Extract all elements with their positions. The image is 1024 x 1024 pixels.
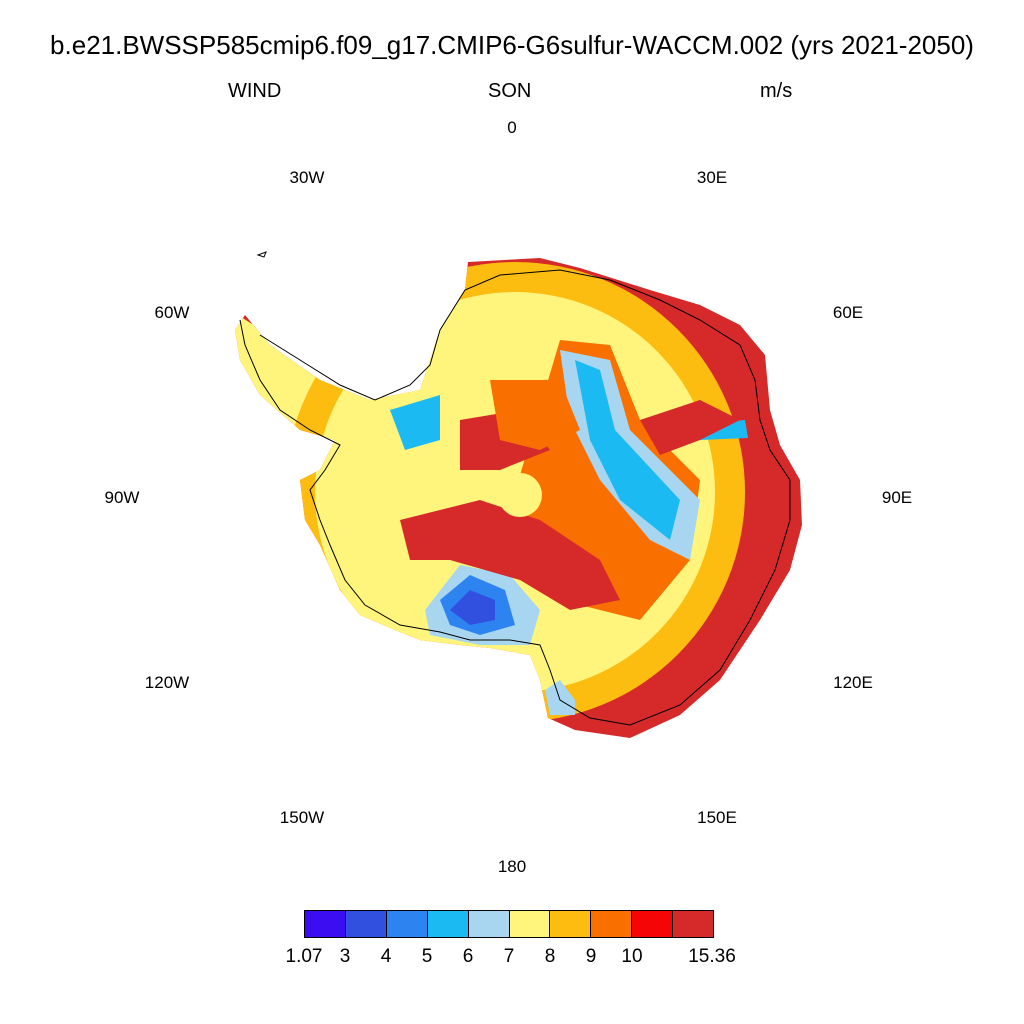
lon-label-180: 180 — [497, 857, 527, 876]
season-label: SON — [488, 80, 532, 102]
colorbar-swatch-9 — [673, 911, 714, 937]
colorbar-swatch-4 — [468, 911, 510, 937]
colorbar-swatch-0 — [305, 911, 346, 937]
wind-field — [235, 258, 802, 738]
lon-label-150w: 150W — [279, 808, 325, 827]
lon-label-0: 0 — [507, 118, 517, 137]
lon-label-90e: 90E — [881, 488, 913, 507]
colorbar-label: 15.36 — [688, 946, 736, 967]
lon-label-120w: 120W — [144, 673, 190, 692]
colorbar-label: 3 — [339, 946, 351, 967]
units-label: m/s — [760, 80, 793, 102]
colorbar-label: 7 — [503, 946, 515, 967]
lon-label-150e: 150E — [697, 808, 737, 827]
colorbar-swatch-8 — [632, 911, 674, 937]
lon-label-30w: 30W — [289, 168, 325, 187]
plot-title: b.e21.BWSSP585cmip6.f09_g17.CMIP6-G6sulf… — [50, 30, 974, 60]
colorbar-swatch-7 — [591, 911, 633, 937]
lon-label-120e: 120E — [833, 673, 873, 692]
colorbar-swatch-5 — [509, 911, 551, 937]
coastline — [239, 269, 791, 726]
colorbar-label: 5 — [421, 946, 433, 967]
colorbar-label: 1.07 — [285, 946, 323, 967]
colorbar-label: 10 — [621, 946, 643, 967]
colorbar-label: 8 — [544, 946, 556, 967]
lon-label-60w: 60W — [154, 303, 190, 322]
colorbar-swatch-6 — [550, 911, 592, 937]
colorbar — [304, 910, 714, 938]
variable-label: WIND — [228, 80, 282, 102]
island — [256, 251, 267, 258]
colorbar-label: 4 — [380, 946, 392, 967]
lon-label-30e: 30E — [696, 168, 728, 187]
colorbar-swatch-2 — [386, 911, 428, 937]
colorbar-label: 6 — [462, 946, 474, 967]
colorbar-swatch-1 — [345, 911, 387, 937]
lon-label-60e: 60E — [832, 303, 864, 322]
colorbar-label: 9 — [585, 946, 597, 967]
lon-label-90w: 90W — [104, 488, 140, 507]
colorbar-swatch-3 — [427, 911, 469, 937]
